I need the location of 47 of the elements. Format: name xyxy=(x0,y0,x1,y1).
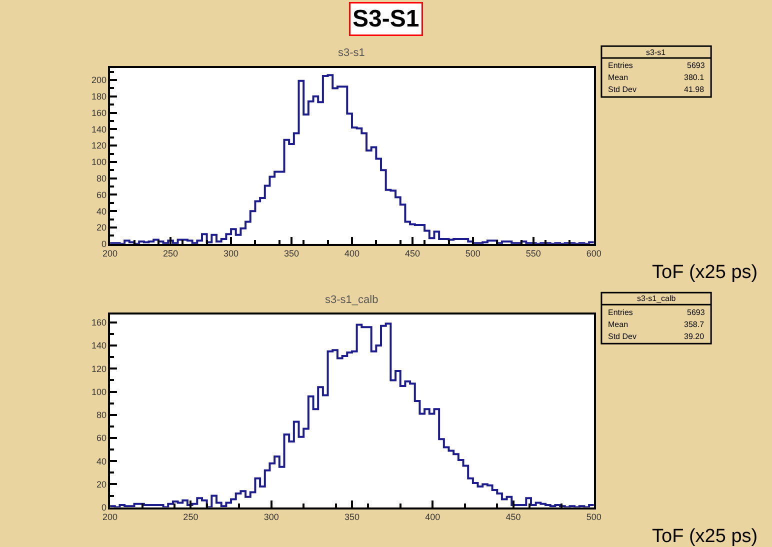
x-axis-title: ToF (x25 ps) xyxy=(652,262,758,283)
x-tick-label: 450 xyxy=(506,512,521,522)
text: Std Dev 41.98 xyxy=(608,85,704,94)
y-tick-label: 80 xyxy=(96,410,107,420)
y-tick-label: 140 xyxy=(91,124,107,134)
y-tick-label: 100 xyxy=(91,157,107,168)
chart-title: s3-s1_calb xyxy=(637,294,676,303)
y-tick-label: 160 xyxy=(91,108,107,118)
chart-title: s3-s1 xyxy=(338,47,365,59)
text: Entries 5693 xyxy=(608,61,705,70)
y-tick-label: 100 xyxy=(91,386,107,397)
y-tick-label: 120 xyxy=(91,140,107,151)
y-tick-label: 140 xyxy=(91,340,107,351)
text: S3-S1 xyxy=(352,6,420,32)
y-tick-label: 20 xyxy=(96,222,107,233)
x-tick-label: 400 xyxy=(344,248,360,258)
x-tick-label: 550 xyxy=(526,248,541,258)
y-tick-label: 60 xyxy=(96,433,107,444)
y-tick-label: 120 xyxy=(91,364,107,374)
x-tick-label: 250 xyxy=(163,248,178,258)
y-tick-label: 160 xyxy=(91,318,107,328)
y-tick-label: 200 xyxy=(91,75,107,86)
y-tick-label: 20 xyxy=(96,479,107,490)
x-axis-title: ToF (x25 ps) xyxy=(652,526,758,547)
y-tick-label: 40 xyxy=(96,206,107,216)
x-tick-label: 250 xyxy=(183,512,198,522)
text: Mean 380.1 xyxy=(608,73,704,82)
y-tick-label: 80 xyxy=(96,174,107,184)
x-tick-label: 300 xyxy=(264,512,279,522)
text: Entries 5693 xyxy=(608,308,705,317)
y-tick-label: 0 xyxy=(101,239,107,250)
x-tick-label: 350 xyxy=(344,512,360,522)
y-tick-label: 0 xyxy=(101,502,107,512)
x-tick-label: 500 xyxy=(586,512,602,522)
x-tick-label: 350 xyxy=(284,248,300,258)
y-tick-label: 40 xyxy=(96,456,107,466)
text: Mean 358.7 xyxy=(608,320,704,329)
chart-title: s3-s1_calb xyxy=(325,294,378,306)
x-tick-label: 300 xyxy=(224,248,239,258)
x-tick-label: 600 xyxy=(586,248,602,258)
chart-title: s3-s1 xyxy=(646,48,666,57)
x-tick-label: 400 xyxy=(425,512,440,522)
x-tick-label: 500 xyxy=(465,248,480,258)
y-tick-label: 60 xyxy=(96,190,107,200)
y-tick-label: 180 xyxy=(91,92,107,102)
x-tick-label: 450 xyxy=(404,248,420,258)
text: Std Dev 39.20 xyxy=(608,332,704,341)
